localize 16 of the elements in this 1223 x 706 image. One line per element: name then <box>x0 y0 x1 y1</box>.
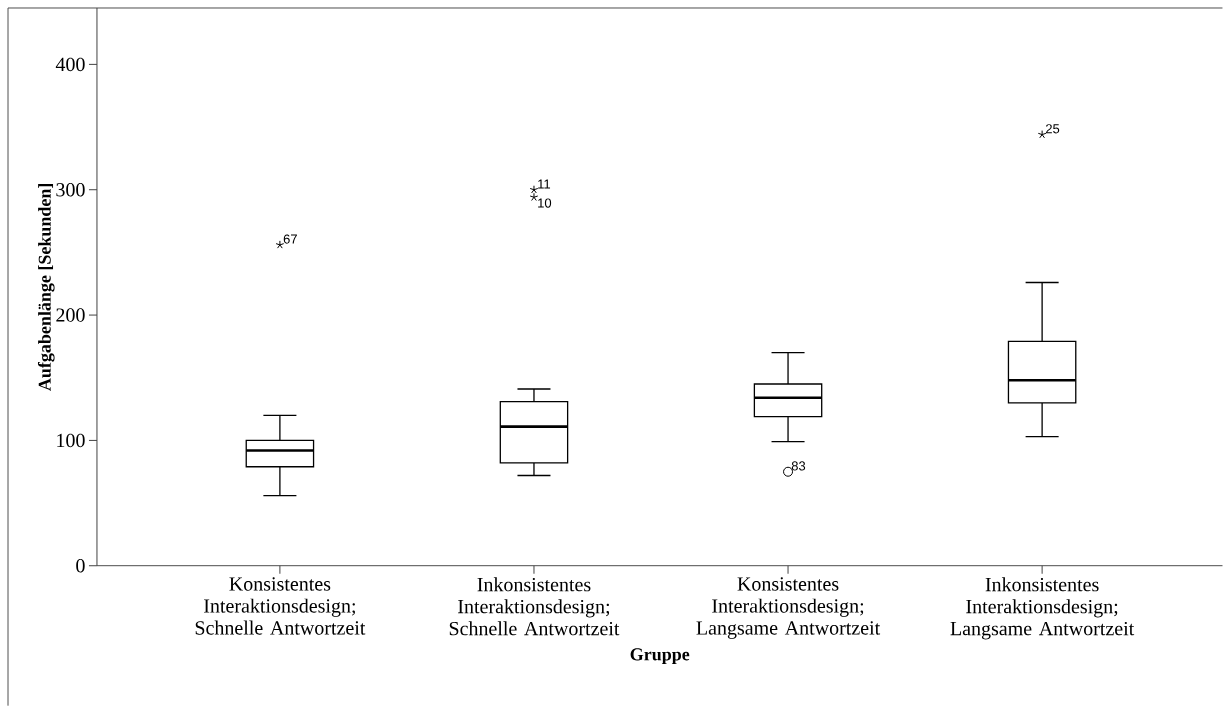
annotation: 67 <box>283 234 297 244</box>
annotation: 10 <box>538 198 552 208</box>
x-tick-label: Konsistentes Interaktionsdesign; Langsame Antwortzeit <box>696 577 881 639</box>
y-axis-title: Aufgabenlänge [Sekunden] <box>37 183 55 391</box>
y-tick-label: 200 <box>56 308 85 322</box>
y-tick-label: 0 <box>76 558 85 573</box>
y-tick-label: 300 <box>56 182 85 197</box>
x-tick-label: Konsistentes Interaktionsdesign; Schnelle Antwortzeit <box>195 577 366 635</box>
annotation: 25 <box>1045 124 1060 134</box>
annotation: 11 <box>538 179 551 189</box>
y-tick-label: 400 <box>55 57 85 72</box>
annotation: 83 <box>791 461 806 471</box>
x-tick-label: Inkonsistentes Interaktionsdesign; Langsame Antwortzeit <box>950 577 1135 640</box>
x-axis-title: Gruppe <box>630 648 690 664</box>
x-tick-label: Inkonsistentes Interaktionsdesign; Schnelle Antwortzeit <box>449 577 620 636</box>
y-tick-label: 100 <box>57 433 85 448</box>
